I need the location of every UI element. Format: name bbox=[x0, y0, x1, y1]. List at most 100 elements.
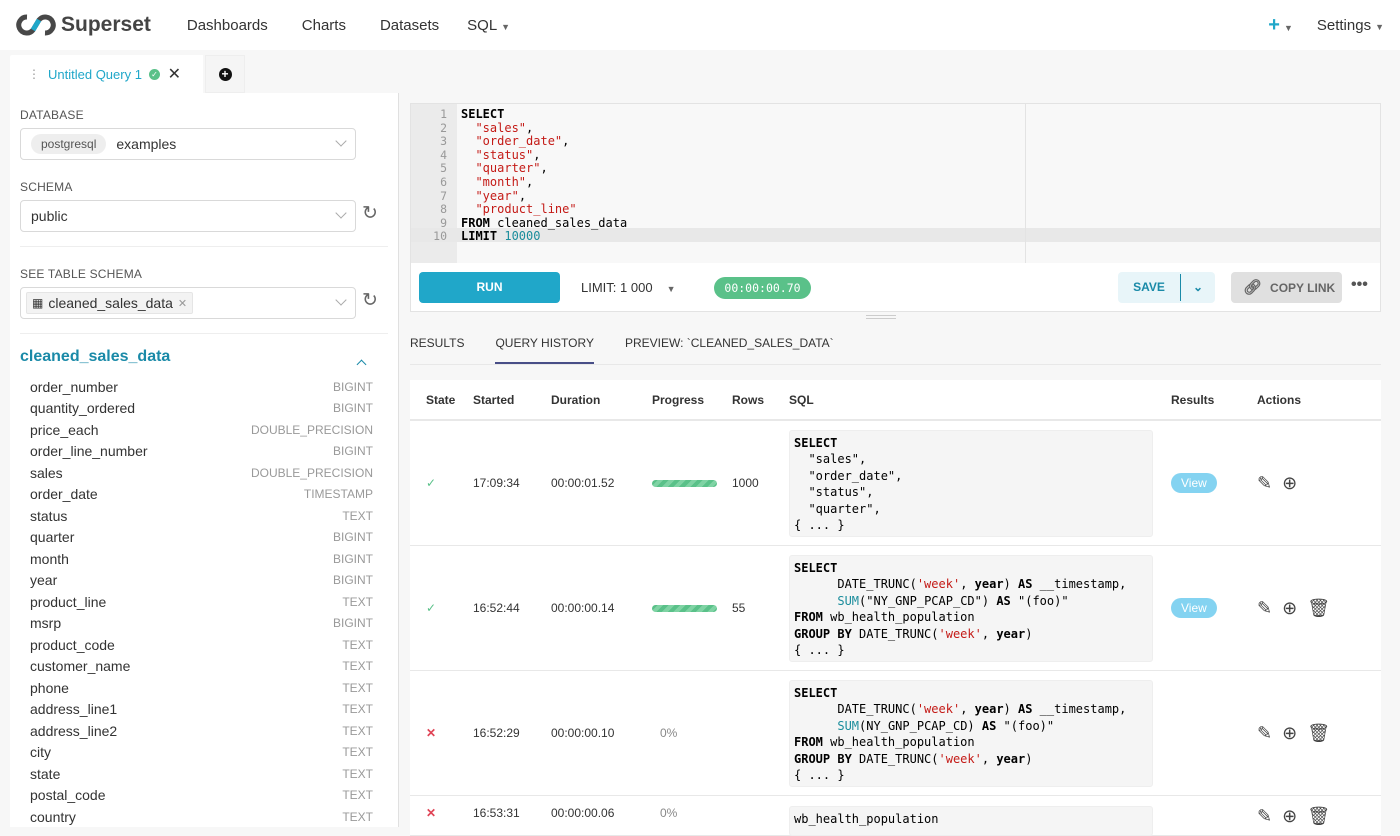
sql-token: "order_date" bbox=[808, 468, 896, 483]
column-item[interactable]: msrp BIGINT bbox=[30, 613, 373, 635]
sql-line: FROM wb_health_population bbox=[794, 609, 1148, 626]
close-tab-icon[interactable]: ✕ bbox=[167, 66, 181, 83]
column-type: BIGINT bbox=[332, 616, 373, 631]
column-item[interactable]: address_line1 TEXT bbox=[30, 699, 373, 721]
column-item[interactable]: quantity_ordered BIGINT bbox=[30, 398, 373, 420]
edit-pencil-icon[interactable]: ✎ bbox=[1257, 806, 1273, 826]
table-name-heading[interactable]: cleaned_sales_data bbox=[20, 348, 171, 365]
remove-tag-icon[interactable]: ✕ bbox=[177, 297, 188, 310]
tab-preview[interactable]: PREVIEW: `CLEANED_SALES_DATA` bbox=[624, 336, 834, 350]
query-tab-title: Untitled Query 1 bbox=[48, 66, 142, 82]
column-item[interactable]: phone TEXT bbox=[30, 677, 373, 699]
result-tabs: RESULTS QUERY HISTORY PREVIEW: `CLEANED_… bbox=[410, 336, 834, 364]
nav-charts[interactable]: Charts bbox=[301, 16, 346, 34]
limit-dropdown[interactable]: LIMIT: 1 000 ▼ bbox=[581, 280, 676, 295]
nav-dashboards[interactable]: Dashboards bbox=[186, 16, 268, 34]
drag-handle-icon[interactable]: ⋮ bbox=[28, 67, 40, 81]
query-tab[interactable]: ⋮ Untitled Query 1 ✓ ✕ bbox=[10, 55, 203, 93]
save-dropdown-chevron-icon[interactable]: ⌄ bbox=[1192, 280, 1204, 294]
edit-pencil-icon[interactable]: ✎ bbox=[1257, 472, 1273, 493]
column-item[interactable]: year BIGINT bbox=[30, 570, 373, 592]
new-menu[interactable]: + ▼ bbox=[1268, 14, 1293, 37]
header-sql[interactable]: SQL bbox=[789, 392, 814, 407]
column-item[interactable]: product_code TEXT bbox=[30, 634, 373, 656]
trash-icon[interactable]: 🗑︎ bbox=[1307, 806, 1331, 826]
column-item[interactable]: quarter BIGINT bbox=[30, 527, 373, 549]
header-duration[interactable]: Duration bbox=[551, 392, 601, 407]
header-results[interactable]: Results bbox=[1171, 392, 1215, 407]
sql-preview[interactable]: wb_health_population bbox=[789, 806, 1153, 836]
column-item[interactable]: address_line2 TEXT bbox=[30, 720, 373, 742]
copy-link-button[interactable]: 🔗︎ COPY LINK bbox=[1231, 272, 1342, 303]
database-label: DATABASE bbox=[20, 108, 84, 122]
table-select[interactable]: ▦ cleaned_sales_data ✕ bbox=[20, 287, 356, 319]
header-started[interactable]: Started bbox=[473, 392, 515, 407]
trash-icon[interactable]: 🗑︎ bbox=[1307, 722, 1331, 743]
sql-editor[interactable]: 1 SELECT 2 "sales", 3 "order_date", 4 "statu… bbox=[410, 103, 1381, 264]
column-item[interactable]: order_date TIMESTAMP bbox=[30, 484, 373, 506]
settings-menu[interactable]: Settings ▼ bbox=[1317, 17, 1384, 34]
tab-results[interactable]: RESULTS bbox=[410, 336, 465, 350]
tab-query-history[interactable]: QUERY HISTORY bbox=[495, 336, 594, 364]
line-number: 8 bbox=[440, 202, 447, 217]
refresh-schema-icon[interactable]: ↻ bbox=[362, 203, 378, 224]
sql-token: 'week' bbox=[916, 577, 961, 591]
column-item[interactable]: status TEXT bbox=[30, 505, 373, 527]
sql-line: DATE_TRUNC('week', year) AS __timestamp, bbox=[794, 701, 1148, 718]
column-item[interactable]: product_line TEXT bbox=[30, 591, 373, 613]
sql-token: "(foo)" bbox=[1010, 593, 1069, 608]
run-button[interactable]: RUN bbox=[419, 272, 560, 303]
trash-icon[interactable]: 🗑︎ bbox=[1307, 597, 1331, 618]
sql-token: DATE_TRUNC( bbox=[794, 577, 917, 591]
column-item[interactable]: sales DOUBLE_PRECISION bbox=[30, 462, 373, 484]
edit-pencil-icon[interactable]: ✎ bbox=[1257, 597, 1273, 618]
column-name: product_code bbox=[30, 636, 115, 653]
chevron-up-icon[interactable] bbox=[356, 359, 367, 370]
save-button[interactable]: SAVE bbox=[1118, 274, 1181, 301]
view-results-button[interactable]: View bbox=[1171, 473, 1217, 493]
column-type: TEXT bbox=[342, 788, 373, 803]
view-results-button[interactable]: View bbox=[1171, 598, 1217, 618]
column-item[interactable]: order_line_number BIGINT bbox=[30, 441, 373, 463]
database-select[interactable]: postgresql examples bbox=[20, 128, 356, 160]
add-tab-button[interactable]: + bbox=[205, 55, 245, 93]
sql-token: , bbox=[981, 626, 997, 641]
column-item[interactable]: postal_code TEXT bbox=[30, 785, 373, 807]
nav-sql[interactable]: SQL ▼ bbox=[467, 17, 510, 34]
sql-preview[interactable]: SELECT "sales", "order_date", "status", … bbox=[789, 429, 1153, 537]
caret-down-icon: ▼ bbox=[1283, 22, 1293, 33]
sql-preview[interactable]: SELECT DATE_TRUNC('week', year) AS __tim… bbox=[789, 554, 1153, 662]
column-item[interactable]: order_number BIGINT bbox=[30, 376, 373, 398]
header-state[interactable]: State bbox=[426, 392, 456, 407]
column-item[interactable]: month BIGINT bbox=[30, 548, 373, 570]
column-item[interactable]: country TEXT bbox=[30, 806, 373, 828]
duration-cell: 00:00:00.06 bbox=[551, 806, 615, 820]
header-rows[interactable]: Rows bbox=[732, 392, 765, 407]
column-name: price_each bbox=[30, 421, 99, 438]
column-name: order_line_number bbox=[30, 443, 148, 460]
sql-token: GROUP BY bbox=[794, 626, 852, 641]
sql-token: wb_health_population bbox=[794, 812, 939, 826]
sql-preview[interactable]: SELECT DATE_TRUNC('week', year) AS __tim… bbox=[789, 679, 1153, 787]
column-item[interactable]: price_each DOUBLE_PRECISION bbox=[30, 419, 373, 441]
resize-handle[interactable] bbox=[866, 315, 896, 319]
progress-bar bbox=[652, 479, 717, 487]
add-circle-icon[interactable]: ⊕ bbox=[1282, 597, 1298, 618]
schema-select[interactable]: public bbox=[20, 200, 356, 232]
column-item[interactable]: city TEXT bbox=[30, 742, 373, 764]
nav-datasets[interactable]: Datasets bbox=[379, 16, 440, 34]
state-cell: ✓ bbox=[410, 601, 473, 615]
header-actions[interactable]: Actions bbox=[1257, 392, 1302, 407]
column-item[interactable]: customer_name TEXT bbox=[30, 656, 373, 678]
add-circle-icon[interactable]: ⊕ bbox=[1282, 806, 1298, 826]
add-circle-icon[interactable]: ⊕ bbox=[1282, 722, 1298, 743]
edit-pencil-icon[interactable]: ✎ bbox=[1257, 722, 1273, 743]
header-progress[interactable]: Progress bbox=[652, 392, 705, 407]
sql-token: wb_health_population bbox=[822, 610, 975, 624]
refresh-tables-icon[interactable]: ↻ bbox=[362, 290, 378, 311]
superset-logo[interactable]: Superset bbox=[16, 13, 151, 37]
add-circle-icon[interactable]: ⊕ bbox=[1282, 472, 1298, 493]
sql-token: ) bbox=[1025, 626, 1033, 641]
more-options-icon[interactable]: ••• bbox=[1351, 276, 1368, 293]
column-item[interactable]: state TEXT bbox=[30, 763, 373, 785]
